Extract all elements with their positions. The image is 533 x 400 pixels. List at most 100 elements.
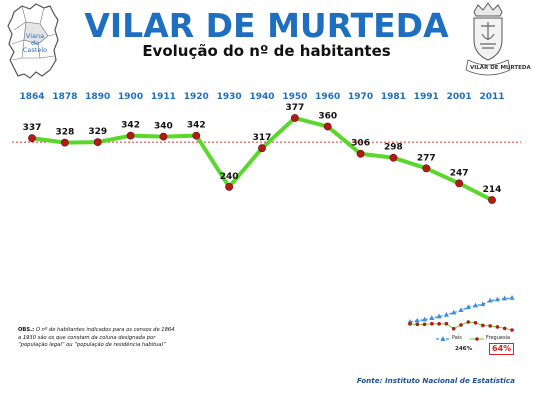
inset-pct-pais: 246% (455, 346, 472, 352)
page-subtitle: Evolução do nº de habitantes (142, 42, 391, 60)
district-map (7, 3, 59, 79)
inset-freguesia-point (430, 321, 434, 326)
population-markers (28, 114, 496, 204)
crest-banner (465, 59, 511, 76)
data-source: Fonte: Instituto Nacional de Estatística (356, 376, 515, 385)
data-point (389, 153, 398, 162)
data-point (60, 138, 69, 147)
inset-freguesia-point (451, 326, 456, 331)
year-label: 1991 (414, 92, 439, 102)
year-label: 1900 (118, 92, 143, 102)
year-axis-labels: 1864 1878 1890 1900 1911 1920 1930 1940 1950 1960… (19, 92, 504, 102)
map-label-line: Castelo (22, 46, 48, 54)
data-label: 247 (450, 168, 469, 178)
year-label: 1930 (217, 92, 242, 102)
data-label: 337 (23, 123, 42, 133)
map-label-line: do (30, 39, 40, 47)
district-map-highlight (23, 21, 49, 45)
inset-freguesia-point (481, 323, 485, 328)
inset-pais-point (472, 302, 479, 308)
year-label: 1890 (85, 92, 110, 102)
data-point (192, 131, 201, 140)
data-point (488, 196, 496, 204)
inset-freguesia-point (459, 323, 463, 327)
inset-pais-point (487, 297, 493, 303)
year-label: 1920 (184, 92, 209, 102)
data-point (28, 134, 36, 143)
data-label: 277 (417, 153, 436, 163)
data-point (225, 183, 234, 191)
year-label: 1981 (381, 92, 406, 102)
page-title: VILAR DE MURTEDA (84, 6, 449, 45)
inset-pais-point (465, 304, 471, 310)
crest-banner-text: VILAR DE MURTEDA (470, 65, 531, 71)
data-point (93, 138, 102, 147)
data-label: 342 (121, 121, 140, 131)
data-label: 328 (55, 128, 74, 138)
data-label: 214 (483, 185, 502, 195)
data-point (258, 144, 266, 153)
data-point (290, 114, 299, 122)
map-label: Viana do Castelo (20, 33, 50, 54)
population-value-labels: 337 328 329 342 340 342 240 317 377 360 306 298 277 2… (23, 103, 502, 195)
inset-pais-point (502, 295, 508, 301)
data-label: 317 (253, 133, 272, 143)
inset-freguesia-point (466, 320, 471, 324)
inset-freguesia-point (422, 322, 427, 327)
data-label: 342 (187, 121, 206, 131)
year-label: 1950 (282, 92, 307, 102)
data-point (356, 149, 365, 158)
inset-freguesia-point (510, 328, 514, 332)
data-point (323, 122, 332, 131)
inset-legend-pais-marker (440, 336, 446, 341)
data-point (126, 131, 135, 140)
inset-freguesia-point (437, 322, 441, 326)
data-point (422, 164, 431, 173)
inset-freguesia-point (408, 322, 412, 326)
inset-pais-point (509, 295, 515, 300)
inset-pais-point (494, 296, 501, 302)
observation-body: O nº de habitantes indicados para os cen… (18, 327, 175, 348)
inset-pais-point (443, 311, 450, 317)
data-label: 329 (88, 127, 107, 137)
data-label: 240 (220, 172, 239, 182)
crest-emblem (480, 22, 496, 49)
inset-legend-freguesia-marker (475, 337, 479, 341)
year-label: 1864 (19, 92, 44, 102)
comparison-inset (407, 295, 515, 341)
inset-pct-freguesia: 64% (489, 343, 515, 355)
inset-legend-freguesia: Freguesia (486, 335, 511, 341)
inset-pais-point (436, 313, 442, 319)
inset-freguesia-point (488, 324, 492, 328)
inset-freguesia-point (415, 322, 420, 327)
inset-pais-point (421, 316, 428, 322)
data-point (159, 132, 168, 141)
data-point (455, 179, 464, 188)
data-label: 360 (318, 112, 337, 122)
map-label-line: Viana (25, 32, 45, 40)
year-label: 1878 (52, 92, 77, 102)
data-label: 306 (351, 139, 370, 149)
observation-lead: OBS.: (18, 327, 35, 333)
inset-pais-point (429, 315, 435, 320)
inset-pais-point (451, 309, 457, 315)
observation-note: OBS.: O nº de habitantes indicados para … (18, 327, 178, 350)
inset-pais-point (414, 317, 420, 323)
data-label: 340 (154, 122, 173, 132)
year-label: 1911 (151, 92, 176, 102)
inset-freguesia-point (473, 321, 478, 325)
inset-legend-pais: País (452, 335, 462, 341)
year-label: 2011 (479, 92, 504, 102)
data-label: 298 (384, 143, 403, 153)
inset-pais-point (458, 307, 464, 313)
year-label: 1960 (315, 92, 340, 102)
data-label: 377 (285, 103, 304, 113)
year-label: 2001 (447, 92, 472, 102)
inset-freguesia-point (495, 325, 500, 329)
year-label: 1970 (348, 92, 373, 102)
inset-pais-point (480, 301, 486, 307)
inset-freguesia-point (502, 326, 507, 331)
crest (465, 2, 511, 76)
year-label: 1940 (249, 92, 274, 102)
